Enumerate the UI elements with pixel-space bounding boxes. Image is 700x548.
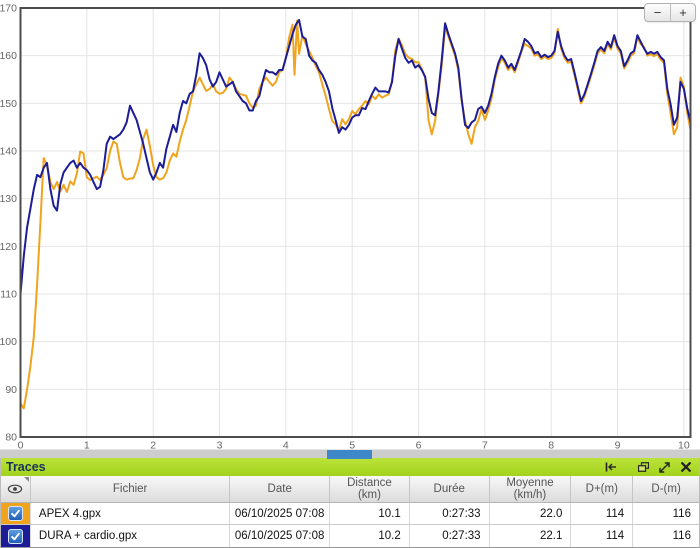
column-label: D-(m) xyxy=(651,483,681,495)
cell-dplus: 114 xyxy=(571,503,634,524)
column-header-duree[interactable]: Durée xyxy=(410,476,490,502)
trace-row-0[interactable]: APEX 4.gpx 06/10/2025 07:08 10.1 0:27:33 22.… xyxy=(1,503,699,525)
x-tick-label: 6 xyxy=(416,440,422,450)
table-header-row: Fichier Date Distance (km) Durée Moyenne (km/h… xyxy=(1,476,699,503)
y-tick-label: 160 xyxy=(0,50,17,62)
visibility-checkbox[interactable] xyxy=(7,528,23,544)
zoom-in-button[interactable]: + xyxy=(670,4,695,21)
y-tick-label: 80 xyxy=(5,432,17,444)
x-tick-label: 10 xyxy=(678,440,690,450)
cell-dminus: 116 xyxy=(672,507,691,520)
column-header-moyenne[interactable]: Moyenne (km/h) xyxy=(490,476,572,502)
x-tick-label: 3 xyxy=(217,440,223,450)
close-icon[interactable] xyxy=(679,461,692,473)
trace-row-1[interactable]: DURA + cardio.gpx 06/10/2025 07:08 10.2 0:2… xyxy=(1,525,699,547)
column-label: Date xyxy=(267,483,292,495)
cell-dplus: 114 xyxy=(571,525,634,547)
eye-icon[interactable] xyxy=(7,484,23,494)
cell-visible xyxy=(1,525,31,547)
plot-border xyxy=(19,7,692,438)
header-corner-icon xyxy=(23,477,29,482)
trace-line-dura-cardio-gpx xyxy=(20,18,691,295)
x-tick-label: 0 xyxy=(18,440,24,450)
column-label: Distance xyxy=(347,477,392,489)
traces-panel-header: Traces xyxy=(0,458,700,476)
cell-fichier: APEX 4.gpx xyxy=(31,503,231,524)
x-tick-label: 4 xyxy=(283,440,289,450)
column-sublabel: (km/h) xyxy=(513,489,547,501)
y-tick-label: 90 xyxy=(5,384,17,396)
cell-distance: 10.1 xyxy=(330,503,410,524)
chart-zoom-controls: − + xyxy=(644,3,696,22)
x-tick-label: 2 xyxy=(150,440,156,450)
column-label: D+(m) xyxy=(585,483,618,495)
y-tick-label: 110 xyxy=(0,289,17,301)
cell-distance: 10.2 xyxy=(330,525,410,547)
column-header-date[interactable]: Date xyxy=(230,476,331,502)
traces-table: Fichier Date Distance (km) Durée Moyenne (km/h… xyxy=(0,476,700,548)
column-header-visible[interactable] xyxy=(1,476,31,502)
x-tick-label: 5 xyxy=(349,440,355,450)
cell-moyenne: 22.0 xyxy=(490,503,572,524)
panel-toolbar xyxy=(604,461,692,473)
column-header-distance[interactable]: Distance (km) xyxy=(330,476,410,502)
cell-date: 06/10/2025 07:08 xyxy=(230,525,330,547)
x-tick-label: 8 xyxy=(548,440,554,450)
collapse-left-icon[interactable] xyxy=(604,461,617,473)
window-restore-icon[interactable] xyxy=(637,461,650,473)
y-tick-label: 100 xyxy=(0,336,17,348)
column-header-fichier[interactable]: Fichier xyxy=(31,476,231,502)
column-header-dminus[interactable]: D-(m) xyxy=(633,476,699,502)
chart-horizontal-scrollbar[interactable] xyxy=(0,449,700,459)
y-tick-label: 150 xyxy=(0,98,17,110)
cell-dminus: 116 xyxy=(672,530,691,542)
cell-duree: 0:27:33 xyxy=(410,503,490,524)
column-label: Moyenne xyxy=(506,477,554,489)
column-label: Durée xyxy=(433,483,465,495)
cell-fichier: DURA + cardio.gpx xyxy=(31,525,231,547)
y-tick-label: 170 xyxy=(0,3,17,15)
cell-duree: 0:27:33 xyxy=(410,525,490,547)
column-header-dplus[interactable]: D+(m) xyxy=(571,476,634,502)
column-label: Fichier xyxy=(112,483,148,495)
panel-title: Traces xyxy=(6,460,46,474)
column-sublabel: (km) xyxy=(357,489,381,501)
x-tick-label: 1 xyxy=(84,440,90,450)
cell-moyenne: 22.1 xyxy=(490,525,572,547)
expand-icon[interactable] xyxy=(658,461,671,473)
visibility-checkbox[interactable] xyxy=(7,506,23,521)
cell-date: 06/10/2025 07:08 xyxy=(230,503,330,524)
y-tick-label: 120 xyxy=(0,241,17,253)
zoom-out-button[interactable]: − xyxy=(645,4,670,21)
y-tick-label: 130 xyxy=(0,193,17,205)
chart-canvas: 80 90 100 110 120 130 140 150 160 170 0 1 2 3 4 5 6 7 8 9 10 xyxy=(0,3,692,450)
x-tick-label: 9 xyxy=(615,440,621,450)
scrollbar-thumb[interactable] xyxy=(326,450,372,459)
cell-visible xyxy=(1,503,31,524)
x-tick-label: 7 xyxy=(482,440,488,450)
y-tick-label: 140 xyxy=(0,146,17,158)
trace-chart-area[interactable]: 80 90 100 110 120 130 140 150 160 170 0 1 2 3 4 5 6 7 8 9 10… xyxy=(0,0,700,449)
